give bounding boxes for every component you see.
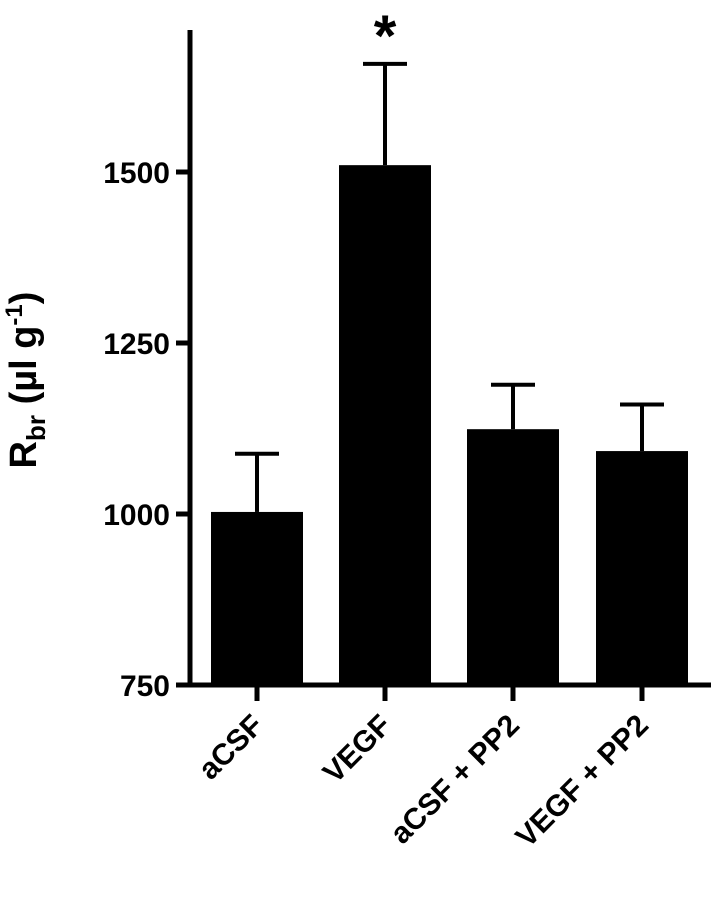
x-tick-label-acsf: aCSF: [192, 709, 270, 787]
y-tick-label-1250: 1250: [103, 328, 170, 361]
y-axis-label-main: R: [3, 441, 45, 468]
y-axis-label-close: ): [3, 292, 45, 305]
y-tick-label-1500: 1500: [103, 157, 170, 190]
svg-text:Rbr (µl g-1): Rbr (µl g-1): [1, 292, 51, 469]
y-tick-label-750: 750: [120, 670, 170, 703]
bar-vegf-pp2: [596, 451, 688, 685]
y-axis-label-unit: (µl g: [3, 326, 45, 415]
y-axis-label-sup: -1: [1, 304, 28, 325]
x-tick-label-vegf: VEGF: [317, 709, 398, 790]
x-tick-label-acsf-pp2: aCSF + PP2: [384, 709, 526, 851]
x-tick-label-vegf-pp2: VEGF + PP2: [510, 709, 655, 854]
bar-acsf-pp2: [467, 429, 559, 685]
significance-marker-vegf: *: [374, 4, 397, 69]
bar-vegf: [339, 165, 431, 685]
y-axis-label: Rbr (µl g-1): [1, 292, 51, 469]
y-tick-label-1000: 1000: [103, 499, 170, 532]
y-axis-label-sub: br: [21, 415, 51, 441]
bar-acsf: [211, 511, 303, 685]
